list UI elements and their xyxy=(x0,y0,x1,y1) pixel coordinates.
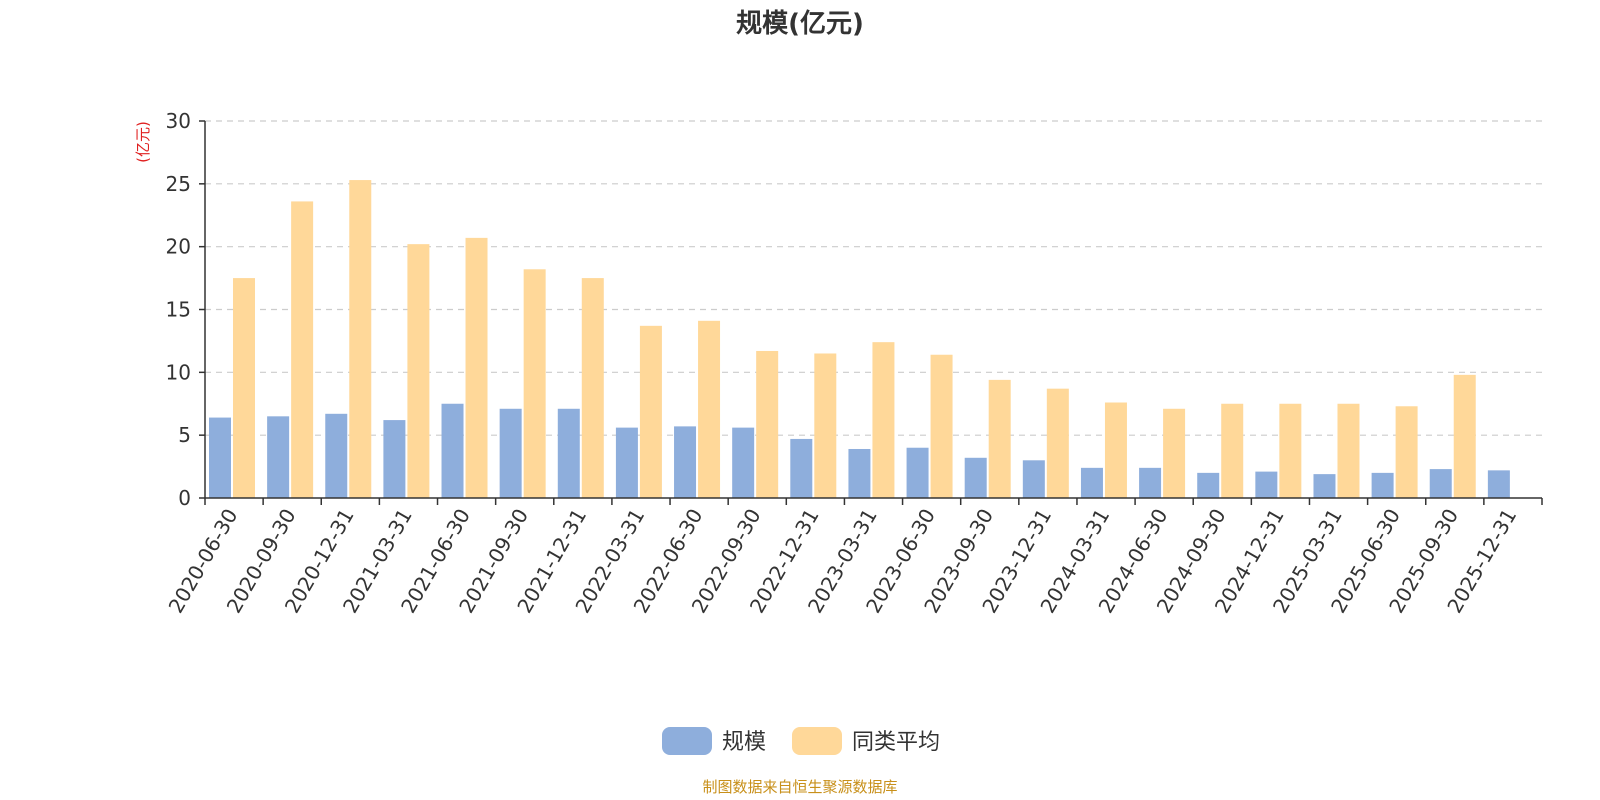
bar-peer-average xyxy=(1221,403,1244,498)
bar-scale xyxy=(732,427,755,498)
bar-peer-average xyxy=(1453,374,1476,498)
y-tick-label: 5 xyxy=(178,423,191,447)
bar-peer-average xyxy=(698,320,721,498)
bar-peer-average xyxy=(291,201,314,498)
y-tick-label: 20 xyxy=(166,235,191,259)
y-tick-label: 0 xyxy=(178,486,191,510)
bar-scale xyxy=(1080,467,1103,498)
legend-swatch xyxy=(662,727,712,755)
bar-scale xyxy=(848,448,871,498)
source-note: 制图数据来自恒生聚源数据库 xyxy=(702,778,897,796)
bar-peer-average xyxy=(1046,388,1069,498)
bar-scale xyxy=(441,403,464,498)
y-axis-unit-label: (亿元) xyxy=(134,121,152,163)
chart-title: 规模(亿元) xyxy=(736,9,864,39)
bar-scale xyxy=(267,416,290,498)
y-tick-label: 30 xyxy=(166,109,191,133)
y-tick-label: 15 xyxy=(166,298,191,322)
bar-scale xyxy=(790,438,813,498)
bar-peer-average xyxy=(407,244,430,498)
bar-scale xyxy=(499,408,522,498)
legend-label: 规模 xyxy=(722,730,766,755)
bar-peer-average xyxy=(756,350,779,498)
legend-swatch xyxy=(792,727,842,755)
bar-scale xyxy=(964,457,987,498)
bar-peer-average xyxy=(988,379,1011,498)
bar-scale xyxy=(674,426,697,498)
bar-peer-average xyxy=(872,342,895,498)
legend-label: 同类平均 xyxy=(852,730,940,755)
bar-peer-average xyxy=(233,278,255,498)
bar-scale xyxy=(1197,472,1220,498)
bar-peer-average xyxy=(639,325,662,498)
bar-peer-average xyxy=(523,269,546,498)
bar-peer-average xyxy=(1163,408,1186,498)
bar-peer-average xyxy=(1279,403,1302,498)
bar-peer-average xyxy=(1337,403,1360,498)
bar-peer-average xyxy=(814,353,837,498)
legend: 规模 同类平均 xyxy=(662,727,940,755)
bar-peer-average xyxy=(465,237,488,498)
bar-scale xyxy=(615,427,638,498)
bar-scale xyxy=(1313,474,1336,498)
bar-peer-average xyxy=(581,278,604,498)
y-tick-label: 10 xyxy=(166,360,191,384)
bar-scale xyxy=(209,417,231,498)
bar-scale xyxy=(1371,472,1394,498)
bar-scale xyxy=(1487,470,1510,498)
bar-peer-average xyxy=(1104,402,1127,498)
bar-peer-average xyxy=(1395,406,1418,498)
bars xyxy=(209,180,1510,498)
bar-scale xyxy=(1022,460,1045,498)
bar-peer-average xyxy=(349,180,372,498)
bar-scale xyxy=(557,408,580,498)
bar-scale xyxy=(1255,471,1278,498)
bar-peer-average xyxy=(930,354,953,498)
bar-scale xyxy=(1429,469,1452,498)
bar-scale xyxy=(325,413,348,498)
y-tick-label: 25 xyxy=(166,172,191,196)
bar-scale xyxy=(906,447,929,498)
bar-scale xyxy=(1139,467,1162,498)
bar-scale xyxy=(383,420,406,498)
